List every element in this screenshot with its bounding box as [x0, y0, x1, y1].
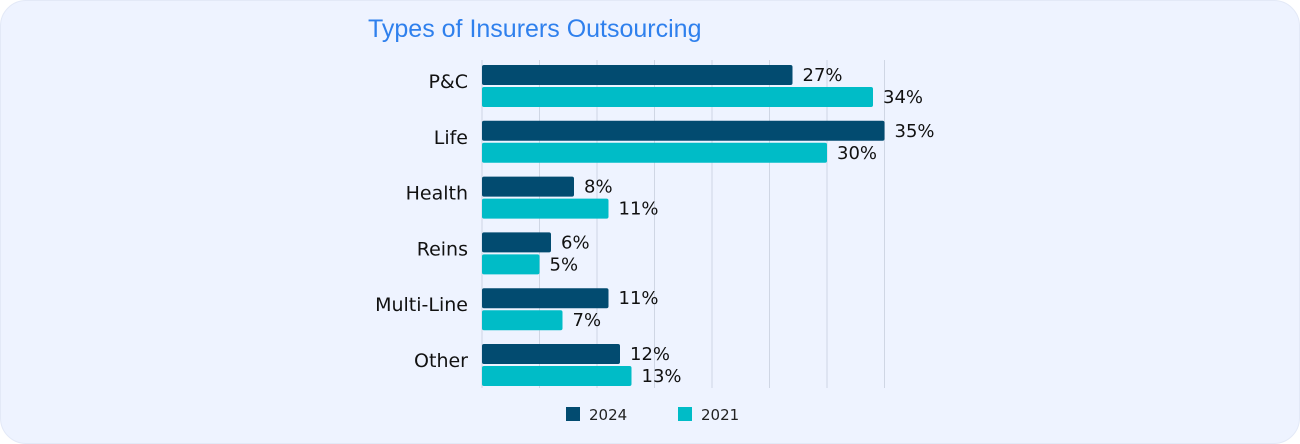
data-label: 11% — [619, 288, 659, 309]
bar-2021 — [482, 198, 609, 219]
bar-2024 — [482, 232, 551, 253]
bar-2024 — [482, 288, 609, 309]
data-label: 27% — [803, 65, 843, 86]
bar-2021 — [482, 310, 563, 331]
legend: 2024 2021 — [566, 406, 739, 424]
grid-lines — [481, 60, 885, 388]
bar-2021 — [482, 366, 632, 386]
data-label: 5% — [550, 254, 579, 275]
bar-2021 — [482, 87, 873, 107]
bar-2024 — [482, 176, 574, 197]
data-label: 34% — [883, 87, 923, 108]
chart-title: Types of Insurers Outsourcing — [368, 15, 702, 43]
bar-2021 — [482, 142, 827, 163]
data-label: 12% — [630, 344, 670, 365]
data-label: 7% — [573, 310, 602, 331]
data-label: 11% — [619, 199, 659, 220]
data-label: 35% — [895, 121, 935, 142]
legend-swatch — [678, 407, 692, 421]
data-label: 30% — [837, 143, 877, 164]
labels: P&C 27% 34% Life 35% 30% Health 8% 11% Reins 6%5% M… — [375, 65, 934, 387]
data-label: 13% — [642, 366, 682, 387]
legend-swatch — [566, 407, 580, 421]
data-label: 6% — [561, 232, 590, 253]
category-label: Other — [414, 350, 468, 372]
legend-label: 2024 — [589, 406, 627, 424]
bar-2024 — [482, 65, 793, 85]
category-label: Reins — [417, 238, 468, 260]
category-label: Life — [434, 127, 468, 149]
bars — [482, 65, 885, 386]
category-label: Multi-Line — [375, 294, 468, 316]
bar-2021 — [482, 254, 540, 275]
bar-2024 — [482, 344, 620, 364]
bar-2024 — [482, 120, 885, 141]
legend-label: 2021 — [701, 406, 739, 424]
data-label: 8% — [584, 177, 613, 198]
category-label: P&C — [428, 71, 468, 93]
category-label: Health — [406, 183, 468, 205]
